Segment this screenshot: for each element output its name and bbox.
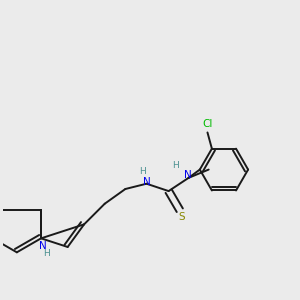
Text: S: S bbox=[178, 212, 185, 222]
Text: N: N bbox=[184, 170, 192, 181]
Text: N: N bbox=[142, 177, 150, 187]
Text: H: H bbox=[139, 167, 145, 176]
Text: H: H bbox=[172, 161, 179, 170]
Text: Cl: Cl bbox=[203, 119, 213, 129]
Text: N: N bbox=[39, 241, 46, 251]
Text: H: H bbox=[43, 249, 50, 258]
